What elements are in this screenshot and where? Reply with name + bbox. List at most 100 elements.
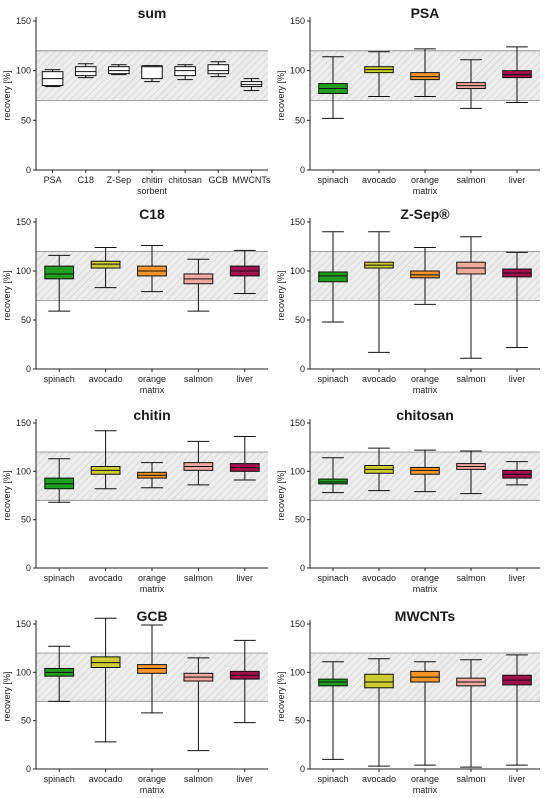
x-tick-label: avocado bbox=[362, 573, 396, 583]
chart-panel-0: 0 50 100 150 sum recovery [%] sorbent PSA C18 Z-S… bbox=[2, 5, 271, 196]
y-tick-label: 50 bbox=[21, 515, 31, 525]
x-axis-label: matrix bbox=[413, 785, 438, 795]
box-iqr bbox=[141, 65, 163, 80]
box-4 bbox=[229, 639, 260, 724]
y-tick-label: 100 bbox=[16, 66, 31, 76]
box-3 bbox=[183, 657, 214, 752]
x-tick-label: avocado bbox=[362, 774, 396, 784]
y-tick-label: 100 bbox=[16, 667, 31, 677]
y-tick-label: 100 bbox=[290, 667, 305, 677]
y-tick-label: 0 bbox=[26, 764, 31, 774]
chart-panel-3: 0 50 100 150 Z-Sep® recovery [%] matrix spinach… bbox=[276, 206, 540, 395]
y-tick-label: 0 bbox=[26, 364, 31, 374]
box-2 bbox=[410, 449, 440, 493]
y-axis-label: recovery [%] bbox=[2, 470, 12, 520]
y-tick-label: 50 bbox=[21, 716, 31, 726]
x-tick-label: salmon bbox=[456, 573, 485, 583]
box-0 bbox=[44, 254, 75, 312]
x-tick-label: avocado bbox=[89, 374, 123, 384]
chart-title: sum bbox=[138, 5, 167, 21]
y-tick-label: 150 bbox=[290, 619, 305, 629]
x-axis-label: matrix bbox=[413, 186, 438, 196]
chart-title: C18 bbox=[139, 206, 165, 222]
y-tick-label: 50 bbox=[295, 115, 305, 125]
box-0 bbox=[318, 231, 348, 323]
y-axis-label: recovery [%] bbox=[276, 470, 286, 520]
y-tick-label: 100 bbox=[290, 266, 305, 276]
x-axis-label: matrix bbox=[413, 584, 438, 594]
box-0 bbox=[318, 661, 348, 760]
y-tick-label: 150 bbox=[290, 217, 305, 227]
x-tick-label: salmon bbox=[456, 374, 485, 384]
chart-title: MWCNTs bbox=[395, 608, 456, 624]
box-3 bbox=[456, 59, 486, 109]
x-axis-label: matrix bbox=[140, 785, 165, 795]
box-0 bbox=[41, 69, 64, 88]
y-axis-label: recovery [%] bbox=[2, 270, 12, 320]
x-tick-label: liver bbox=[237, 374, 254, 384]
box-1 bbox=[90, 430, 121, 490]
x-tick-label: orange bbox=[411, 374, 439, 384]
box-iqr bbox=[364, 673, 394, 689]
box-4 bbox=[174, 64, 196, 81]
y-tick-label: 100 bbox=[16, 266, 31, 276]
chart-title: PSA bbox=[411, 5, 440, 21]
x-tick-label: spinach bbox=[44, 774, 75, 784]
x-tick-label: orange bbox=[138, 573, 166, 583]
y-tick-label: 100 bbox=[290, 466, 305, 476]
y-tick-label: 150 bbox=[16, 418, 31, 428]
x-tick-label: PSA bbox=[44, 175, 62, 185]
box-2 bbox=[137, 245, 167, 293]
box-2 bbox=[410, 246, 440, 305]
y-tick-label: 150 bbox=[290, 16, 305, 26]
x-tick-label: liver bbox=[509, 774, 526, 784]
chart-panel-2: 0 50 100 150 C18 recovery [%] matrix spinach avo… bbox=[2, 206, 268, 395]
x-tick-label: liver bbox=[509, 374, 526, 384]
box-0 bbox=[44, 458, 75, 503]
box-iqr bbox=[318, 271, 348, 283]
x-tick-label: chitosan bbox=[168, 175, 202, 185]
y-tick-label: 100 bbox=[16, 466, 31, 476]
box-0 bbox=[44, 645, 75, 702]
x-tick-label: avocado bbox=[89, 774, 123, 784]
chart-panel-5: 0 50 100 150 chitosan recovery [%] matrix spina… bbox=[276, 407, 540, 594]
chart-title: Z-Sep® bbox=[400, 206, 450, 222]
y-axis-label: recovery [%] bbox=[276, 671, 286, 721]
box-3 bbox=[183, 258, 214, 312]
box-1 bbox=[364, 658, 394, 767]
x-tick-label: Z-Sep bbox=[107, 175, 132, 185]
x-tick-label: salmon bbox=[456, 175, 485, 185]
y-tick-label: 50 bbox=[295, 315, 305, 325]
y-tick-label: 150 bbox=[290, 418, 305, 428]
x-tick-label: C18 bbox=[77, 175, 94, 185]
x-tick-label: salmon bbox=[456, 774, 485, 784]
box-4 bbox=[502, 251, 532, 348]
x-tick-label: spinach bbox=[44, 374, 75, 384]
x-tick-label: spinach bbox=[44, 573, 75, 583]
y-tick-label: 150 bbox=[16, 619, 31, 629]
box-3 bbox=[141, 65, 163, 83]
box-2 bbox=[108, 64, 130, 76]
x-tick-label: salmon bbox=[184, 774, 213, 784]
x-tick-label: liver bbox=[237, 774, 254, 784]
box-3 bbox=[456, 450, 486, 495]
box-3 bbox=[183, 440, 214, 486]
box-1 bbox=[74, 63, 97, 79]
box-4 bbox=[502, 461, 532, 486]
chart-panel-1: 0 50 100 150 PSA recovery [%] matrix spinach avo… bbox=[276, 5, 540, 196]
box-2 bbox=[137, 624, 167, 714]
x-tick-label: GCB bbox=[209, 175, 229, 185]
x-tick-label: MWCNTs bbox=[232, 175, 270, 185]
x-tick-label: orange bbox=[138, 374, 166, 384]
chart-title: chitosan bbox=[396, 407, 454, 423]
y-tick-label: 0 bbox=[26, 563, 31, 573]
box-4 bbox=[502, 46, 532, 103]
box-4 bbox=[229, 436, 260, 481]
x-tick-label: orange bbox=[411, 573, 439, 583]
y-tick-label: 50 bbox=[21, 115, 31, 125]
chart-panel-7: 0 50 100 150 MWCNTs recovery [%] matrix spinach… bbox=[276, 608, 540, 795]
box-3 bbox=[456, 236, 486, 359]
y-tick-label: 0 bbox=[300, 165, 305, 175]
box-1 bbox=[364, 51, 394, 97]
